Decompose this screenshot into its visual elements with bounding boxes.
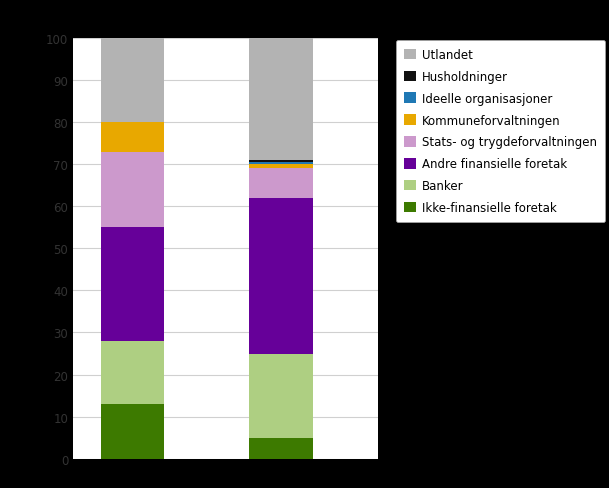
Bar (250, 165, 312, 169)
Bar (250, 354, 312, 438)
Legend: Utlandet, Husholdninger, Ideelle organisasjoner, Kommuneforvaltningen, Stats- og: Utlandet, Husholdninger, Ideelle organis… (396, 41, 605, 223)
Bar (101, 123, 164, 152)
Bar (250, 199, 312, 354)
Bar (101, 152, 164, 228)
Bar (101, 404, 164, 459)
Bar (101, 228, 164, 341)
Bar (250, 39, 312, 161)
Bar (101, 341, 164, 404)
Bar (250, 169, 312, 199)
Bar (101, 39, 164, 123)
Bar (250, 438, 312, 459)
Bar (250, 163, 312, 165)
Bar (250, 161, 312, 163)
